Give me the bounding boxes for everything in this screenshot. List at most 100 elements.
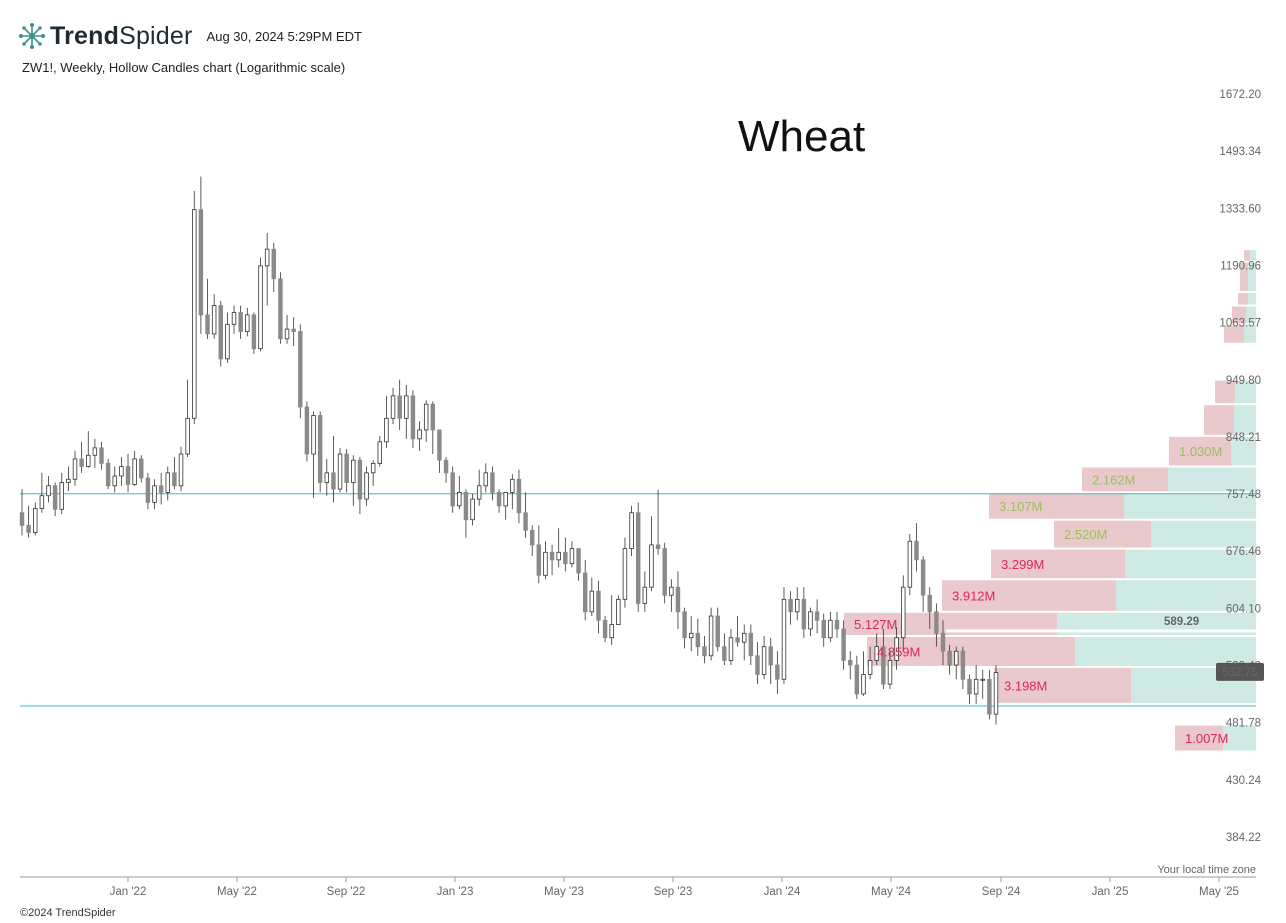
candle-body <box>722 646 727 661</box>
vp-sell-bar <box>989 493 1124 519</box>
vp-sell-bar <box>1169 436 1231 466</box>
vp-sell-bar <box>1054 520 1151 548</box>
candle-body <box>702 646 707 657</box>
vp-volume-label: 2.162M <box>1092 472 1135 487</box>
candle-body <box>563 551 568 565</box>
candle-body <box>901 586 906 639</box>
vp-volume-label: 1.007M <box>1185 731 1228 746</box>
vp-sell-bar <box>1175 725 1223 751</box>
candle-body <box>258 265 263 350</box>
candle-body <box>980 678 985 681</box>
candle-body <box>993 672 999 715</box>
chart-title: Wheat <box>738 112 866 161</box>
candle-body <box>324 472 330 483</box>
candle-body <box>775 664 780 680</box>
candle-body <box>510 478 515 493</box>
vp-buy-bar <box>1075 636 1256 666</box>
vp-volume-label: 5.127M <box>854 617 897 632</box>
candle-body <box>755 655 760 675</box>
candle-body <box>72 458 78 480</box>
y-tick-label: 1333.60 <box>1219 203 1261 215</box>
candle-body <box>688 632 694 639</box>
candle-body <box>344 453 349 483</box>
candle-body <box>914 540 919 561</box>
candle-body <box>556 551 561 561</box>
poc-line <box>946 629 1256 633</box>
vp-buy-bar <box>1235 380 1256 404</box>
candle-body <box>834 619 840 630</box>
candle-body <box>145 477 151 503</box>
candle-body <box>629 512 634 549</box>
poc-label: 589.29 <box>1164 616 1199 628</box>
candle-body <box>973 678 979 695</box>
candle-body <box>814 611 820 621</box>
y-tick-label: 1063.57 <box>1219 318 1261 330</box>
candle-body <box>178 453 184 487</box>
candle-body <box>19 512 25 526</box>
candle-body <box>682 611 687 639</box>
candle-body <box>523 512 528 531</box>
candle-body <box>158 485 164 493</box>
vp-sell-bar <box>994 667 1131 703</box>
x-tick-label: Sep '23 <box>654 886 693 898</box>
candle-body <box>404 395 409 419</box>
x-tick-label: Jan '24 <box>764 886 801 898</box>
candle-body <box>92 447 98 456</box>
x-tick-label: May '24 <box>871 886 912 898</box>
y-tick-label: 430.24 <box>1226 775 1262 787</box>
vp-volume-label: 2.520M <box>1064 527 1107 542</box>
vp-sell-bar <box>1238 293 1248 305</box>
candle-body <box>370 462 376 474</box>
candle-body <box>105 462 111 487</box>
candle-body <box>940 632 946 652</box>
candle-body <box>543 551 548 576</box>
candle-body <box>741 632 747 643</box>
candle-body <box>748 632 754 657</box>
candle-body <box>828 619 833 639</box>
candle-body <box>582 572 588 613</box>
vp-buy-bar <box>1246 306 1256 324</box>
vp-sell-bar <box>1240 262 1248 292</box>
candle-body <box>112 475 117 487</box>
y-tick-label: 1672.20 <box>1219 89 1261 101</box>
brand-light: Spider <box>119 21 193 50</box>
candle-body <box>609 624 614 639</box>
candle-body <box>960 650 966 680</box>
candle-body <box>437 429 442 461</box>
vp-volume-label: 3.299M <box>1001 557 1044 572</box>
candle-body <box>351 459 356 483</box>
vp-volume-label: 3.198M <box>1004 678 1047 693</box>
candle-body <box>410 395 416 440</box>
candle-body <box>218 305 223 360</box>
candle-body <box>52 485 58 510</box>
x-tick-label: May '25 <box>1199 886 1239 898</box>
candle-body <box>649 544 654 588</box>
candle-body <box>616 598 621 626</box>
candle-body <box>417 429 422 440</box>
x-tick-label: May '23 <box>544 886 584 898</box>
candle-body <box>529 529 535 546</box>
candle-body <box>768 646 773 666</box>
candle-body <box>264 248 270 267</box>
vp-buy-bar <box>1125 549 1256 579</box>
y-tick-label: 848.21 <box>1226 432 1261 444</box>
brand-bold: Trend <box>50 21 120 50</box>
x-tick-label: Sep '24 <box>982 886 1021 898</box>
vp-buy-bar <box>1116 580 1256 611</box>
timezone-note: Your local time zone <box>1157 864 1256 876</box>
candle-body <box>987 678 992 715</box>
vp-buy-bar <box>1248 262 1256 292</box>
y-tick-label: 1190.96 <box>1220 260 1261 272</box>
candle-body <box>589 590 595 613</box>
candle-body <box>291 328 296 332</box>
candle-body <box>907 540 913 588</box>
candle-body <box>655 544 661 549</box>
candle-body <box>245 314 250 332</box>
vp-volume-label: 3.912M <box>952 589 995 604</box>
vp-sell-bar <box>1082 467 1168 492</box>
trendspider-logo-icon <box>19 23 45 49</box>
candle-body <box>536 544 542 576</box>
brand-name: TrendSpider <box>50 22 193 51</box>
vp-buy-bar <box>1124 493 1256 519</box>
